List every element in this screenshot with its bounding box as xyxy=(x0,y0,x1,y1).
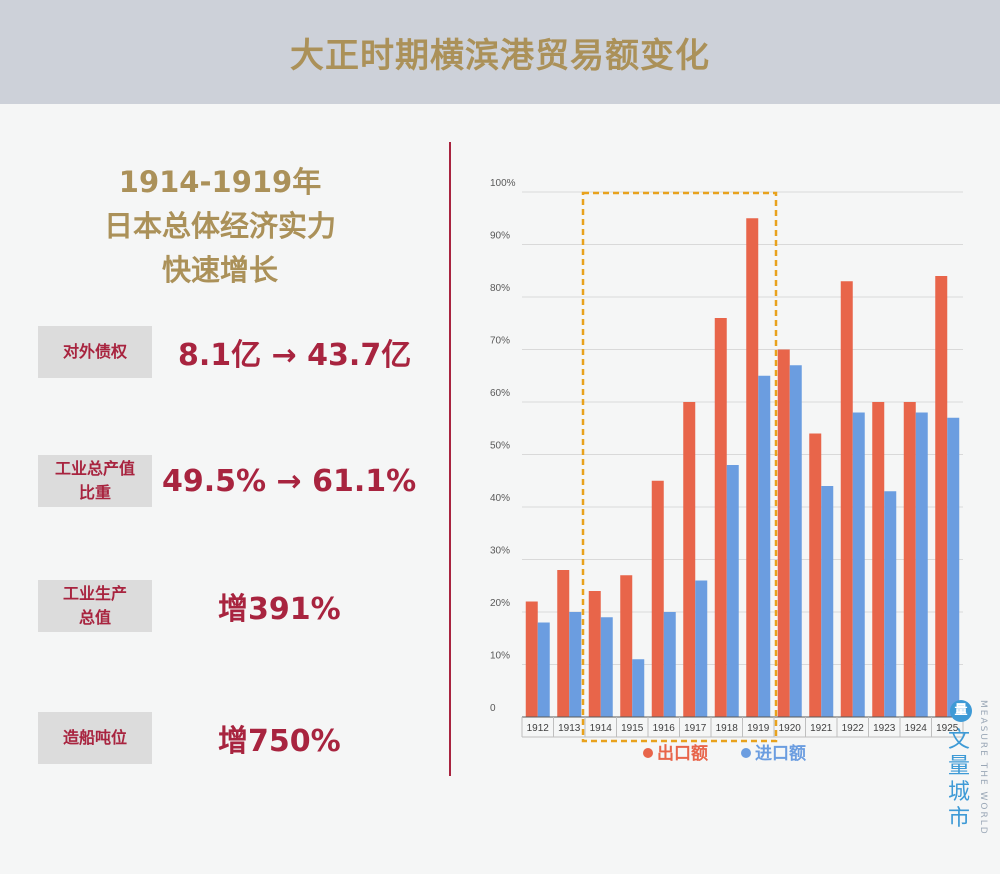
stat-foreign-credit: 对外债权 8.1亿 → 43.7亿 xyxy=(38,326,411,378)
bar-export xyxy=(714,318,727,717)
y-tick-label: 70% xyxy=(490,336,510,347)
stat-label: 造船吨位 xyxy=(38,712,152,764)
bar-export xyxy=(777,349,790,717)
bar-export xyxy=(872,402,885,717)
bar-import xyxy=(726,465,739,717)
bar-export xyxy=(809,433,822,717)
summary-heading: 1914-1919年 日本总体经济实力 快速增长 xyxy=(40,160,400,292)
bar-export xyxy=(683,402,696,717)
stat-value: 增750% xyxy=(218,724,341,759)
summary-heading-line: 1914-1919年 xyxy=(118,165,322,199)
bar-export xyxy=(840,281,853,717)
summary-heading-line: 快速增长 xyxy=(161,253,278,287)
x-tick-label: 1920 xyxy=(779,723,802,734)
x-tick-label: 1916 xyxy=(653,723,676,734)
x-tick-label: 1922 xyxy=(842,723,865,734)
bar-import xyxy=(600,617,613,717)
y-tick-label: 40% xyxy=(490,493,510,504)
bar-import xyxy=(915,412,928,717)
y-tick-label: 50% xyxy=(490,441,510,452)
x-tick-label: 1914 xyxy=(590,723,613,734)
bar-import xyxy=(663,612,676,717)
y-tick-label: 80% xyxy=(490,283,510,294)
bar-import xyxy=(852,412,865,717)
bar-import xyxy=(758,375,771,717)
x-tick-label: 1913 xyxy=(558,723,581,734)
y-tick-label: 90% xyxy=(490,231,510,242)
x-tick-label: 1923 xyxy=(873,723,896,734)
y-tick-label: 60% xyxy=(490,388,510,399)
header-bar: 大正时期横滨港贸易额变化 xyxy=(0,0,1000,104)
x-tick-label: 1919 xyxy=(747,723,770,734)
bar-import xyxy=(821,486,834,717)
y-tick-label: 100% xyxy=(490,178,516,189)
x-tick-label: 1921 xyxy=(810,723,833,734)
bar-export xyxy=(588,591,601,717)
stat-label: 工业生产总值 xyxy=(38,580,152,632)
legend-swatch xyxy=(741,748,751,758)
bar-import xyxy=(632,659,645,717)
bar-import xyxy=(537,622,550,717)
bar-export xyxy=(525,601,538,717)
brand-char: 城 xyxy=(948,780,971,805)
x-tick-label: 1918 xyxy=(716,723,739,734)
bar-import xyxy=(884,491,897,717)
bar-export xyxy=(903,402,916,717)
stat-industry-output: 工业生产总值 增391% xyxy=(38,580,341,632)
bar-export xyxy=(935,276,948,717)
bar-export xyxy=(557,570,570,717)
y-tick-label: 30% xyxy=(490,546,510,557)
bar-import xyxy=(695,580,708,717)
bar-export xyxy=(651,480,664,717)
bar-import xyxy=(569,612,582,717)
bar-import xyxy=(947,417,960,717)
column-divider xyxy=(449,142,451,776)
stat-value: 49.5% → 61.1% xyxy=(162,463,417,499)
x-tick-label: 1924 xyxy=(905,723,928,734)
brand-name: 文 量 城 市 xyxy=(948,728,976,832)
y-tick-label: 0 xyxy=(490,703,496,714)
x-tick-label: 1912 xyxy=(527,723,550,734)
legend-label: 出口额 xyxy=(657,743,708,763)
stat-value: 8.1亿 → 43.7亿 xyxy=(178,338,412,373)
bar-import xyxy=(789,365,802,717)
legend-label: 进口额 xyxy=(755,743,806,763)
brand-logo-icon: 量 xyxy=(950,700,972,722)
stat-label: 对外债权 xyxy=(38,326,152,378)
stat-value: 增391% xyxy=(218,592,341,627)
trade-bar-chart: 0 10% 20% 30% 40% 50% 60% 70% 80% 90% 100% 1912 1913… xyxy=(490,178,964,763)
x-tick-label: 1915 xyxy=(621,723,644,734)
brand-tagline: MEASURE THE WORLD xyxy=(978,700,988,836)
brand-char: 文 xyxy=(948,728,971,753)
stat-shipbuilding: 造船吨位 增750% xyxy=(38,712,341,764)
legend-swatch xyxy=(643,748,653,758)
brand-char: 量 xyxy=(948,754,971,779)
brand-char: 市 xyxy=(948,806,971,831)
summary-heading-line: 日本总体经济实力 xyxy=(103,209,336,243)
watermark: 量 文 量 城 市 MEASURE THE WORLD xyxy=(948,700,988,840)
x-tick-label: 1917 xyxy=(684,723,707,734)
bar-export xyxy=(746,218,759,717)
stat-industry-share: 工业总产值比重 49.5% → 61.1% xyxy=(38,455,416,507)
bar-export xyxy=(620,575,633,717)
page-title: 大正时期横滨港贸易额变化 xyxy=(290,35,710,76)
y-tick-label: 20% xyxy=(490,598,510,609)
y-tick-label: 10% xyxy=(490,651,510,662)
x-tick-label: 1925 xyxy=(936,723,959,734)
stat-label: 工业总产值比重 xyxy=(38,455,152,507)
